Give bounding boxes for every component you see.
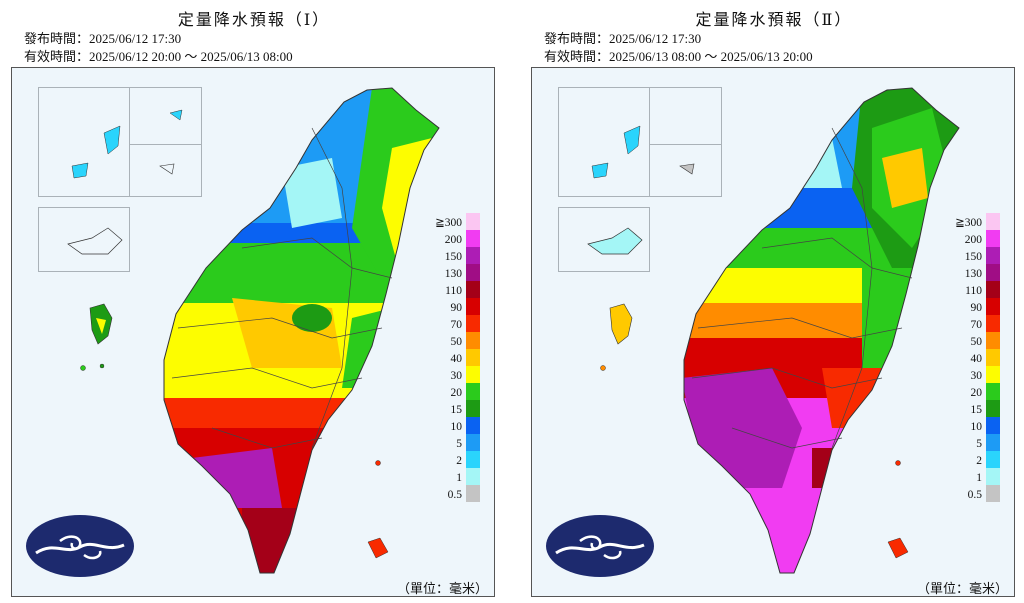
legend-label: 130 (964, 268, 982, 280)
issue-time: 發布時間：2025/06/12 17:30 (544, 31, 702, 46)
unit-label: （單位：毫米） (916, 582, 1008, 597)
rainfall-legend: ≧300 200 150 130 110 90 70 50 40 30 20 1… (954, 213, 1014, 523)
valid-time: 有效時間：2025/06/12 20:00 ～ 2025/06/13 08:00 (24, 49, 293, 64)
legend-label: 90 (970, 302, 983, 314)
rainfall-map-1 (67, 87, 440, 574)
legend-swatch (986, 332, 1000, 349)
legend-label: 0.5 (967, 489, 982, 501)
forecast-panel-1: 定量降水預報（Ⅰ） 發布時間：2025/06/12 17:30 有效時間：202… (0, 0, 508, 603)
legend-label: 2 (456, 455, 462, 467)
legend-swatch (466, 298, 480, 315)
legend-swatch (986, 468, 1000, 485)
legend-label: 150 (444, 251, 462, 263)
legend-swatch (466, 468, 480, 485)
legend-swatch (466, 264, 480, 281)
legend-swatch (466, 451, 480, 468)
inset-kinmen (38, 207, 130, 272)
rainfall-legend: ≧300 200 150 130 110 90 70 50 40 30 20 1… (434, 213, 494, 523)
legend-swatch (986, 247, 1000, 264)
legend-label: 15 (970, 404, 983, 416)
cwa-logo (546, 515, 654, 581)
legend-label: 200 (444, 234, 462, 246)
legend-label: 1 (976, 472, 982, 484)
legend-swatch (986, 417, 1000, 434)
forecast-panel-2: 定量降水預報（Ⅱ） 發布時間：2025/06/12 17:30 有效時間：202… (520, 0, 1024, 603)
legend-swatch (986, 298, 1000, 315)
legend-label: 10 (450, 421, 463, 433)
map-frame (11, 67, 495, 597)
panel-title: 定量降水預報（Ⅱ） (695, 10, 853, 29)
legend-label: 5 (976, 438, 982, 450)
legend-swatch (986, 366, 1000, 383)
legend-label: 5 (456, 438, 462, 450)
legend-label: 50 (450, 336, 463, 348)
legend-swatch (986, 230, 1000, 247)
legend-swatch (466, 332, 480, 349)
legend-swatch (986, 434, 1000, 451)
legend-swatch (986, 451, 1000, 468)
legend-label: 150 (964, 251, 982, 263)
unit-label: （單位：毫米） (396, 582, 488, 597)
legend-label: ≧300 (435, 217, 462, 229)
legend-label: 10 (970, 421, 983, 433)
legend-swatch (466, 366, 480, 383)
legend-swatch (986, 281, 1000, 298)
legend-swatch (466, 281, 480, 298)
cwa-logo (26, 515, 134, 581)
legend-label: 90 (450, 302, 463, 314)
legend-label: 0.5 (447, 489, 462, 501)
legend-swatch (466, 230, 480, 247)
legend-label: ≧300 (955, 217, 982, 229)
legend-label: 1 (456, 472, 462, 484)
legend-label: 70 (450, 319, 463, 331)
issue-time: 發布時間：2025/06/12 17:30 (24, 31, 182, 46)
legend-label: 110 (445, 285, 462, 297)
legend-swatch (986, 349, 1000, 366)
legend-swatch (466, 315, 480, 332)
legend-label: 40 (970, 353, 983, 365)
inset-wuqiu (129, 87, 202, 146)
legend-swatch (466, 213, 480, 230)
panel-title: 定量降水預報（Ⅰ） (177, 10, 331, 29)
legend-swatch (466, 349, 480, 366)
legend-label: 20 (450, 387, 463, 399)
legend-label: 70 (970, 319, 983, 331)
map-frame (531, 67, 1015, 597)
legend-swatch (466, 434, 480, 451)
inset-dongyin (129, 144, 202, 197)
legend-swatch (466, 400, 480, 417)
legend-label: 200 (964, 234, 982, 246)
legend-label: 110 (965, 285, 982, 297)
legend-label: 15 (450, 404, 463, 416)
legend-label: 20 (970, 387, 983, 399)
legend-label: 50 (970, 336, 983, 348)
legend-label: 2 (976, 455, 982, 467)
legend-label: 30 (970, 370, 983, 382)
legend-label: 40 (450, 353, 463, 365)
legend-label: 30 (450, 370, 463, 382)
valid-time: 有效時間：2025/06/13 08:00 ～ 2025/06/13 20:00 (544, 49, 813, 64)
rainfall-map-2 (587, 87, 960, 574)
legend-swatch (986, 400, 1000, 417)
legend-swatch (466, 417, 480, 434)
legend-swatch (986, 383, 1000, 400)
legend-swatch (986, 264, 1000, 281)
inset-dongyin (649, 144, 722, 197)
legend-label: 130 (444, 268, 462, 280)
legend-swatch (466, 247, 480, 264)
legend-swatch (986, 485, 1000, 502)
legend-swatch (986, 213, 1000, 230)
legend-swatch (466, 485, 480, 502)
legend-swatch (466, 383, 480, 400)
legend-swatch (986, 315, 1000, 332)
